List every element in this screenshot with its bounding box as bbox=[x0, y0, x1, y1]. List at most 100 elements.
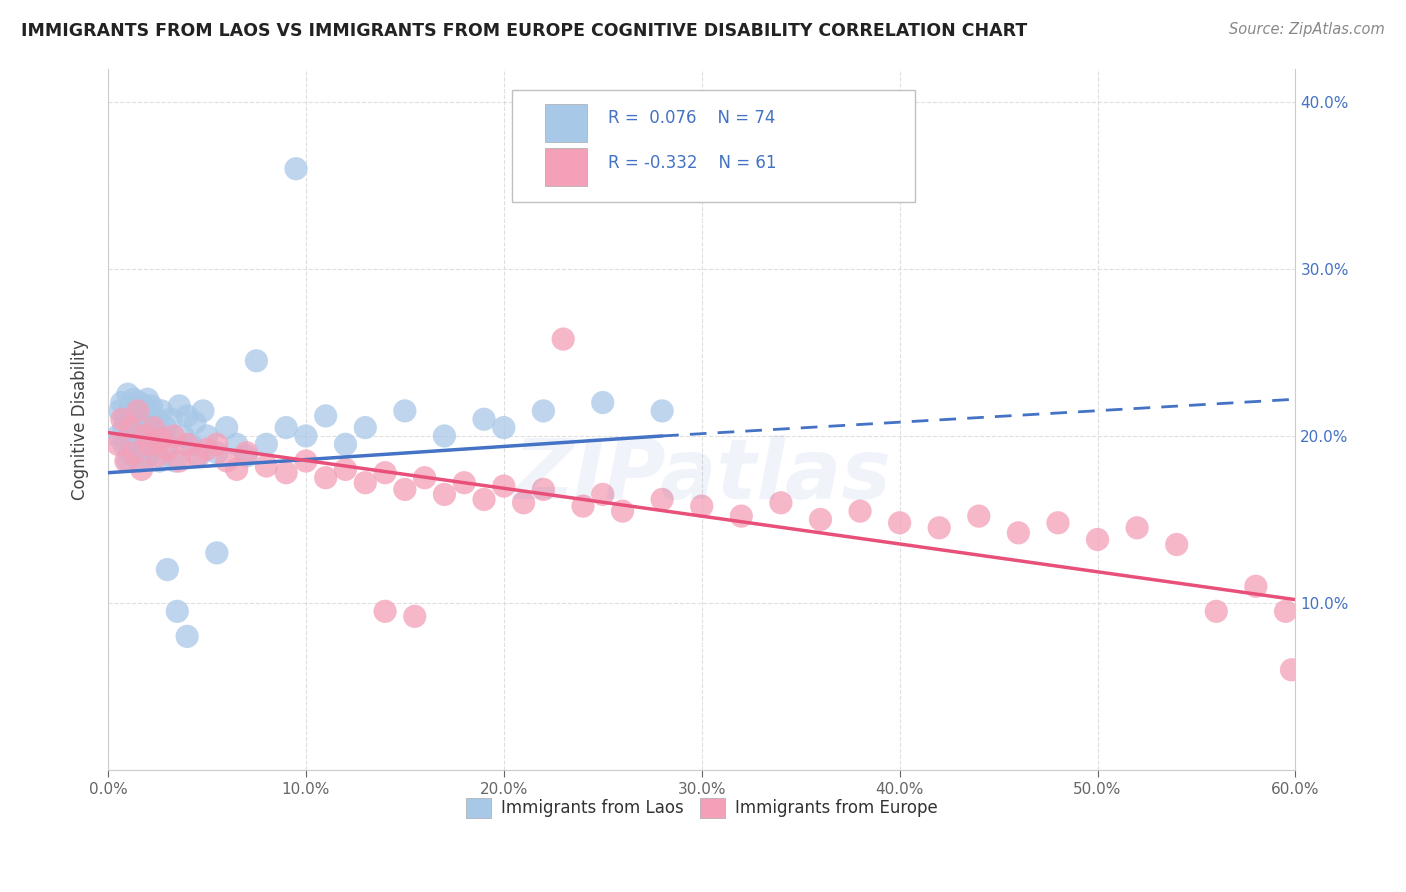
Point bbox=[131, 462, 153, 476]
FancyBboxPatch shape bbox=[546, 103, 586, 142]
Point bbox=[1087, 533, 1109, 547]
Point bbox=[1205, 604, 1227, 618]
Point bbox=[205, 437, 228, 451]
Point bbox=[117, 387, 139, 401]
Text: R =  0.076    N = 74: R = 0.076 N = 74 bbox=[607, 109, 775, 127]
Point bbox=[889, 516, 911, 530]
Point bbox=[176, 629, 198, 643]
Point bbox=[141, 441, 163, 455]
Point bbox=[128, 454, 150, 468]
Point bbox=[1007, 525, 1029, 540]
Point bbox=[254, 458, 277, 473]
Point bbox=[142, 416, 165, 430]
Point bbox=[135, 429, 157, 443]
Point bbox=[111, 395, 134, 409]
Point bbox=[118, 445, 141, 459]
Point bbox=[967, 509, 990, 524]
Point bbox=[131, 407, 153, 421]
Point bbox=[160, 412, 183, 426]
Point bbox=[433, 487, 456, 501]
Point bbox=[114, 454, 136, 468]
Point bbox=[1274, 604, 1296, 618]
Point bbox=[152, 429, 174, 443]
Point bbox=[135, 412, 157, 426]
Point bbox=[125, 416, 148, 430]
Point bbox=[156, 442, 179, 457]
Point bbox=[730, 509, 752, 524]
Point bbox=[131, 432, 153, 446]
Legend: Immigrants from Laos, Immigrants from Europe: Immigrants from Laos, Immigrants from Eu… bbox=[458, 791, 945, 825]
Point bbox=[156, 437, 179, 451]
Point bbox=[1281, 663, 1303, 677]
Point bbox=[146, 412, 169, 426]
Point bbox=[172, 429, 194, 443]
Point bbox=[295, 429, 318, 443]
Point bbox=[127, 404, 149, 418]
Point bbox=[141, 399, 163, 413]
Point bbox=[849, 504, 872, 518]
Point bbox=[374, 466, 396, 480]
Point bbox=[125, 425, 148, 440]
Point bbox=[165, 454, 187, 468]
Point bbox=[108, 404, 131, 418]
Point bbox=[138, 404, 160, 418]
Point bbox=[180, 437, 202, 451]
Point bbox=[195, 442, 218, 457]
Point bbox=[472, 412, 495, 426]
Point bbox=[162, 429, 184, 443]
Point bbox=[114, 412, 136, 426]
Point bbox=[136, 392, 159, 407]
Point bbox=[205, 546, 228, 560]
Point bbox=[136, 449, 159, 463]
Point bbox=[122, 449, 145, 463]
Point bbox=[592, 395, 614, 409]
Point bbox=[176, 437, 198, 451]
Point bbox=[433, 429, 456, 443]
Point bbox=[315, 409, 337, 423]
Point bbox=[118, 399, 141, 413]
Point bbox=[215, 420, 238, 434]
Point bbox=[195, 429, 218, 443]
Point bbox=[107, 429, 129, 443]
Point bbox=[354, 420, 377, 434]
FancyBboxPatch shape bbox=[546, 148, 586, 186]
Point bbox=[191, 404, 214, 418]
Point bbox=[107, 437, 129, 451]
Point bbox=[651, 404, 673, 418]
Point bbox=[810, 512, 832, 526]
Point bbox=[928, 521, 950, 535]
Point bbox=[184, 416, 207, 430]
Point bbox=[156, 563, 179, 577]
Point bbox=[235, 449, 257, 463]
Point bbox=[572, 499, 595, 513]
Point bbox=[531, 483, 554, 497]
Point bbox=[150, 404, 173, 418]
Point bbox=[122, 445, 145, 459]
Point bbox=[394, 404, 416, 418]
Text: ZIPatlas: ZIPatlas bbox=[513, 435, 890, 516]
Point bbox=[142, 424, 165, 438]
Point bbox=[492, 420, 515, 434]
Point bbox=[553, 332, 575, 346]
Point bbox=[167, 454, 190, 468]
Point bbox=[769, 496, 792, 510]
Point bbox=[128, 395, 150, 409]
Point bbox=[472, 492, 495, 507]
Point bbox=[122, 392, 145, 407]
Point bbox=[335, 437, 357, 451]
Point bbox=[145, 437, 167, 451]
Point bbox=[146, 449, 169, 463]
Point bbox=[112, 437, 135, 451]
Point bbox=[118, 420, 141, 434]
Point bbox=[121, 409, 143, 423]
Point bbox=[127, 435, 149, 450]
Point bbox=[132, 399, 155, 413]
Point bbox=[492, 479, 515, 493]
Point bbox=[354, 475, 377, 490]
Point bbox=[112, 420, 135, 434]
Point bbox=[1046, 516, 1069, 530]
Point bbox=[274, 420, 297, 434]
Point bbox=[135, 420, 157, 434]
Point bbox=[148, 454, 170, 468]
Text: Source: ZipAtlas.com: Source: ZipAtlas.com bbox=[1229, 22, 1385, 37]
